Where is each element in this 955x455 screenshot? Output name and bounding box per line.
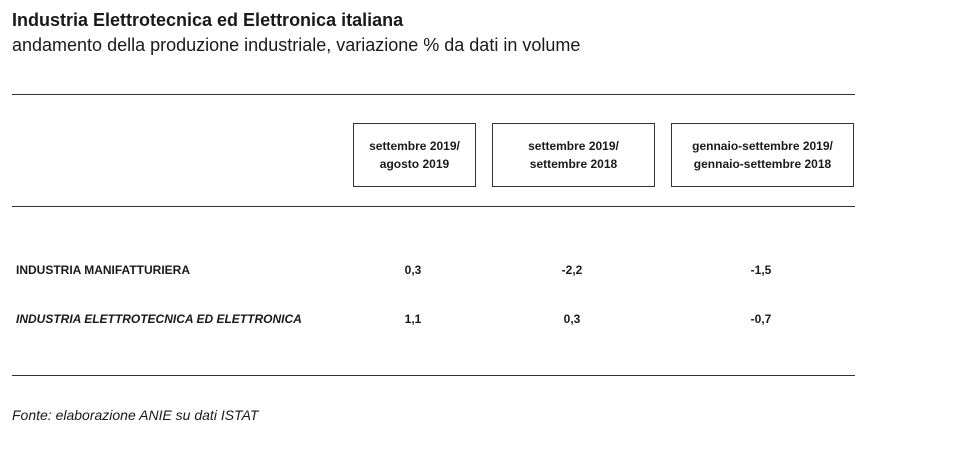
top-divider (12, 94, 855, 95)
column-header-1: settembre 2019/ agosto 2019 (353, 123, 476, 187)
table-cell-elettrotecnica-col2: 0,3 (563, 312, 581, 326)
table-row-label-manifatturiera: INDUSTRIA MANIFATTURIERA (16, 263, 190, 277)
header-divider (12, 206, 855, 207)
table-cell-manifatturiera-col3: -1,5 (750, 263, 772, 277)
column-header-1-line2: agosto 2019 (379, 157, 450, 171)
column-header-2-line1: settembre 2019/ (528, 139, 619, 153)
page-title: Industria Elettrotecnica ed Elettronica … (12, 10, 404, 30)
column-header-3-line2: gennaio-settembre 2018 (693, 157, 832, 171)
table-cell-manifatturiera-col1: 0,3 (404, 263, 422, 277)
table-cell-elettrotecnica-col1: 1,1 (404, 312, 422, 326)
column-header-3: gennaio-settembre 2019/ gennaio-settembr… (671, 123, 854, 187)
bottom-divider (12, 375, 855, 376)
column-header-3-line1: gennaio-settembre 2019/ (692, 139, 833, 153)
source-note: Fonte: elaborazione ANIE su dati ISTAT (12, 407, 259, 423)
page-subtitle: andamento della produzione industriale, … (12, 35, 581, 55)
column-header-2: settembre 2019/ settembre 2018 (492, 123, 655, 187)
column-header-2-line2: settembre 2018 (529, 157, 618, 171)
column-header-1-line1: settembre 2019/ (369, 139, 460, 153)
table-cell-elettrotecnica-col3: -0,7 (750, 312, 772, 326)
table-row-label-elettrotecnica: INDUSTRIA ELETTROTECNICA ED ELETTRONICA (16, 312, 302, 326)
table-cell-manifatturiera-col2: -2,2 (561, 263, 583, 277)
